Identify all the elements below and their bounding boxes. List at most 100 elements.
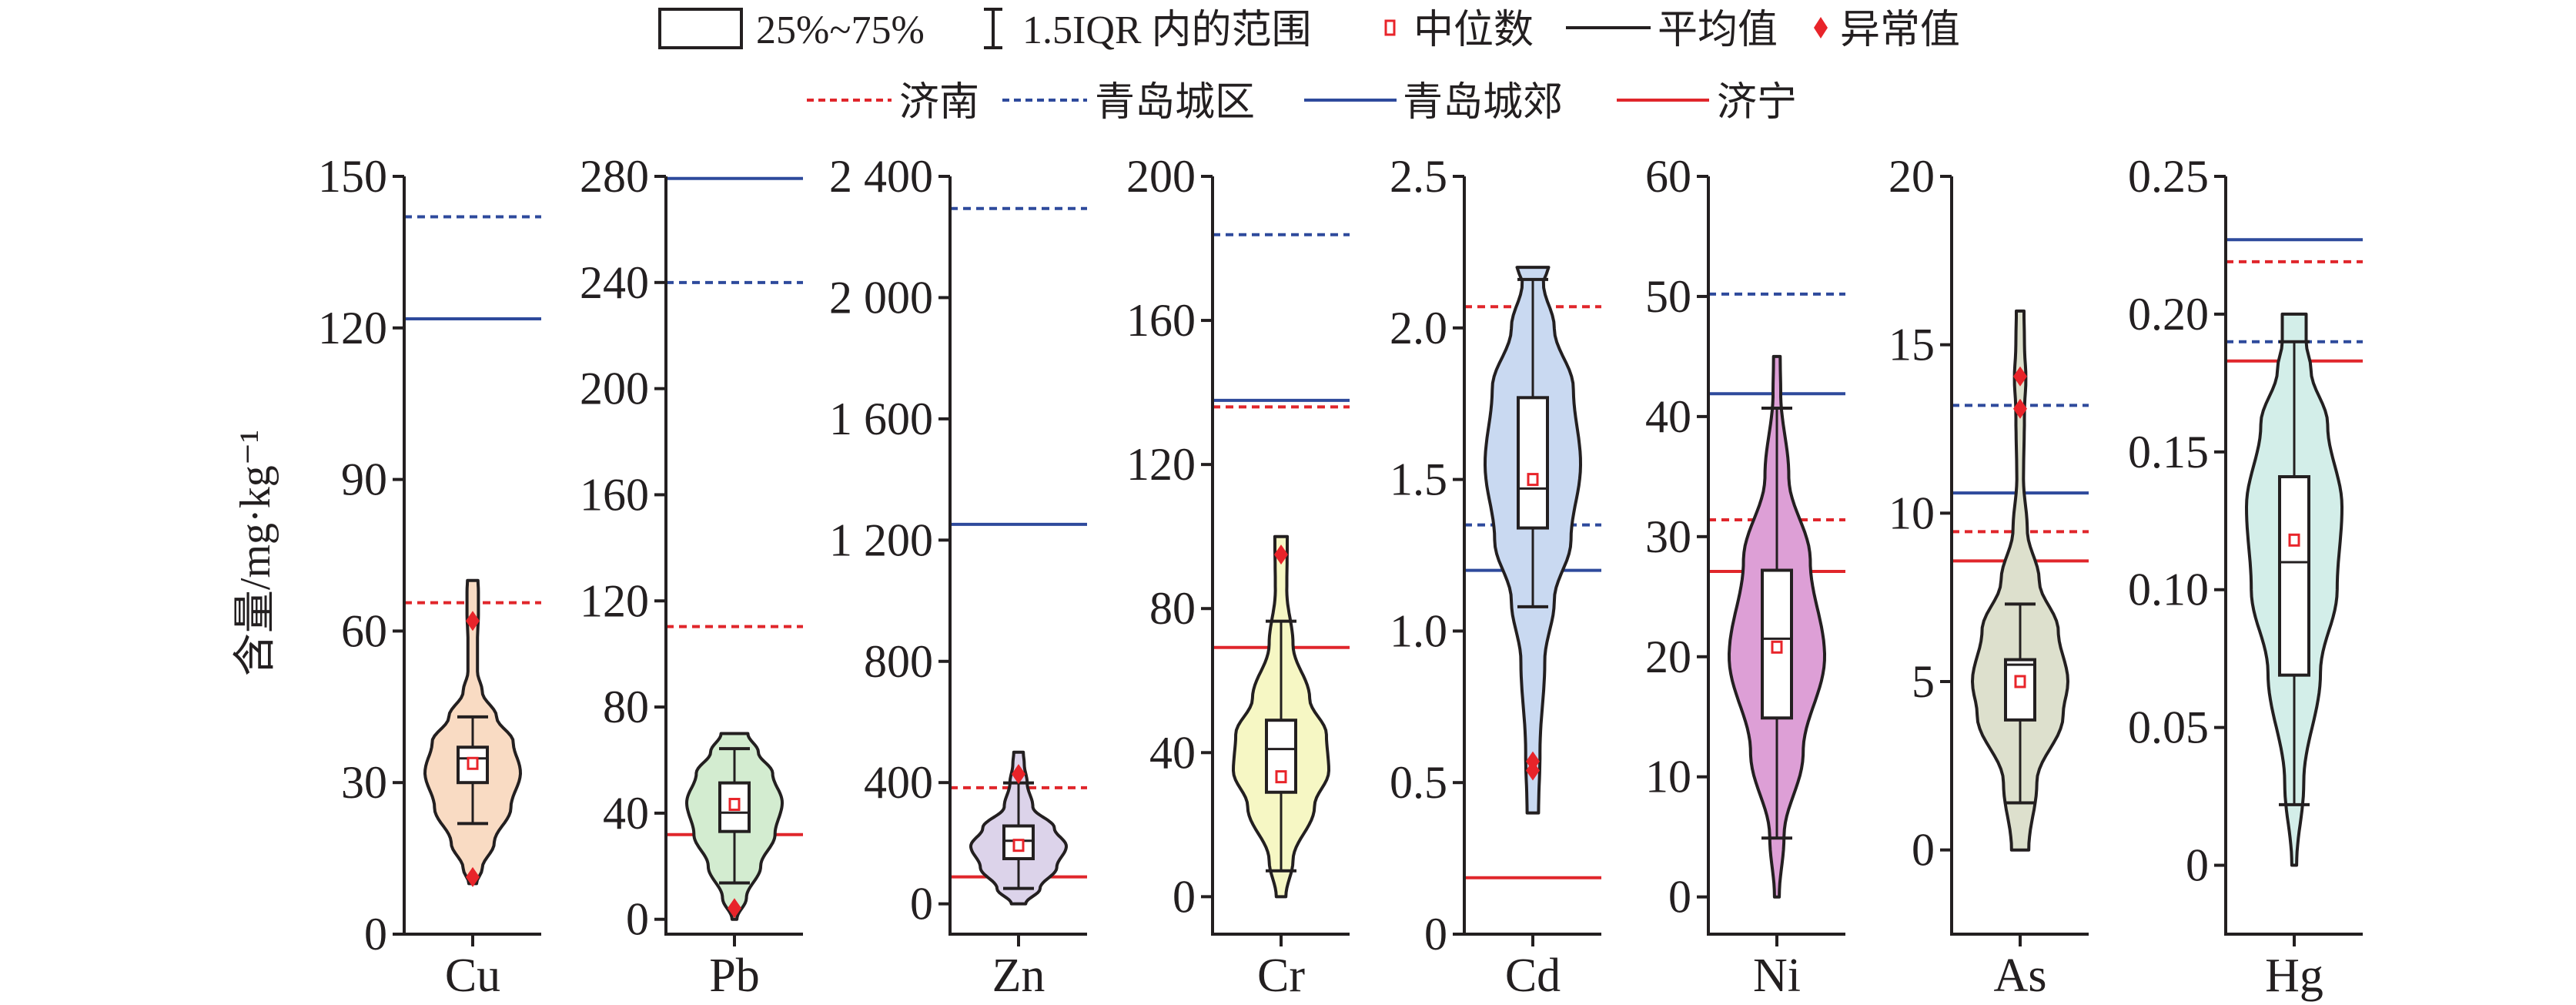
y-tick-label: 240 (580, 257, 649, 308)
y-tick-label: 40 (1645, 391, 1691, 442)
legend-row-1: 25%~75% 1.5IQR 内的范围 中位数 平均值 异常值 (658, 8, 1960, 52)
y-tick-label: 30 (341, 757, 387, 808)
y-tick-label: 0.05 (2128, 702, 2209, 753)
outlier-diamond (466, 611, 480, 631)
legend-row-2: 济南 青岛城区 青岛城郊 济宁 (807, 81, 1797, 125)
legend-box-swatch (658, 8, 743, 49)
y-tick-label: 15 (1889, 320, 1935, 370)
iqr-box (2004, 658, 2036, 722)
y-tick-label: 160 (580, 469, 649, 520)
y-tick-label: 20 (1889, 151, 1935, 202)
y-tick-label: 2 400 (829, 151, 933, 202)
mean-marker (728, 798, 741, 812)
panel-hg: 0 0.05 0.10 0.15 0.20 0.25 Hg (2128, 151, 2363, 1002)
y-tick-label: 400 (864, 757, 933, 808)
y-tick-label: 2.5 (1390, 151, 1447, 202)
y-tick-label: 60 (341, 605, 387, 656)
y-tick-label: 90 (341, 454, 387, 505)
outlier-diamond (2013, 366, 2027, 387)
y-tick-label: 0 (1668, 872, 1691, 923)
violin-as (1971, 309, 2069, 852)
y-tick-label: 0 (364, 909, 387, 960)
outlier-diamond (1012, 764, 1025, 785)
legend-outlier-label: 异常值 (1840, 8, 1960, 52)
y-tick-label: 1 200 (829, 514, 933, 565)
panel-zn: 0 400 800 1 200 1 600 2 000 2 400 Zn (829, 151, 1087, 1002)
y-tick-label: 2.0 (1390, 303, 1447, 353)
y-tick-label: 40 (1149, 727, 1196, 778)
y-tick-label: 40 (603, 788, 649, 839)
panel-ni: 0 10 20 30 40 50 60 Ni (1645, 151, 1845, 1002)
outlier-diamond (728, 898, 741, 919)
outlier-diamond (466, 866, 480, 887)
y-tick-label: 0.5 (1390, 757, 1447, 808)
y-tick-label: 5 (1912, 656, 1935, 707)
panel-cu: 0 30 60 90 120 150 Cu (318, 151, 541, 1002)
y-tick-label: 0 (1424, 909, 1447, 960)
y-tick-label: 120 (1126, 439, 1196, 490)
mean-marker (1771, 640, 1783, 654)
y-tick-label: 0 (1912, 825, 1935, 876)
y-tick-label: 200 (580, 363, 649, 414)
legend-qingdao-suburb-label: 青岛城郊 (1403, 81, 1563, 125)
x-category-label: Ni (1753, 950, 1801, 1002)
x-category-label: Cr (1257, 950, 1305, 1002)
legend-qingdao-urban-label: 青岛城区 (1095, 81, 1255, 125)
panel-cr: 0 40 80 120 160 200 Cr (1126, 151, 1350, 1002)
x-category-label: Cd (1505, 950, 1561, 1002)
iqr-box (718, 781, 751, 833)
legend-jining-label: 济宁 (1717, 81, 1797, 125)
mean-marker (467, 756, 479, 770)
y-tick-label: 120 (580, 575, 649, 626)
y-axis-label: 含量/mg·kg⁻¹ (232, 430, 279, 676)
x-category-label: Zn (992, 950, 1045, 1002)
panel-as: 0 5 10 15 20 As (1889, 151, 2089, 1002)
y-tick-label: 60 (1645, 151, 1691, 202)
y-tick-label: 0 (1173, 871, 1196, 922)
y-tick-label: 1 600 (829, 394, 933, 444)
y-tick-label: 0.25 (2128, 151, 2209, 202)
legend-jinan-label: 济南 (899, 81, 979, 125)
x-category-label: Hg (2265, 950, 2323, 1002)
mean-marker (1527, 473, 1539, 487)
panels: 0306090120150Cu04080120160200240280Pb040… (318, 151, 2363, 1002)
mean-marker (2014, 675, 2026, 688)
mean-marker (2288, 533, 2300, 547)
legend-median-label: 中位数 (1413, 8, 1534, 52)
iqr-box (1517, 396, 1549, 530)
y-tick-label: 80 (1149, 583, 1196, 634)
y-tick-label: 1.5 (1390, 454, 1447, 505)
legend-outlier-diamond-icon (1814, 17, 1828, 39)
iqr-box (2278, 475, 2310, 677)
x-category-label: As (1994, 950, 2047, 1002)
y-tick-label: 0.10 (2128, 564, 2209, 615)
y-tick-label: 160 (1126, 295, 1196, 346)
outlier-diamond (1274, 544, 1288, 565)
legend-box-label: 25%~75% (756, 8, 925, 52)
y-tick-label: 10 (1889, 487, 1935, 538)
y-tick-label: 80 (603, 682, 649, 732)
y-tick-label: 20 (1645, 631, 1691, 682)
y-tick-label: 1.0 (1390, 605, 1447, 656)
panel-cd: 0 0.5 1.0 1.5 2.0 2.5 Cd (1390, 151, 1601, 1002)
y-tick-label: 2 000 (829, 272, 933, 323)
y-tick-label: 150 (318, 151, 387, 202)
y-tick-label: 0 (626, 894, 649, 945)
outlier-diamond (2013, 398, 2027, 419)
legend-median-icon (1384, 19, 1396, 36)
y-tick-label: 280 (580, 151, 649, 202)
y-tick-label: 10 (1645, 752, 1691, 802)
y-tick-label: 50 (1645, 271, 1691, 322)
mean-marker (1275, 770, 1287, 784)
x-category-label: Pb (709, 950, 759, 1002)
y-tick-label: 800 (864, 636, 933, 687)
y-tick-label: 0.15 (2128, 427, 2209, 477)
legend-whisker-label: 1.5IQR 内的范围 (1022, 8, 1312, 52)
y-tick-label: 120 (318, 303, 387, 353)
panel-pb: 0 40 80 120 160 200 240 280 Pb (580, 151, 803, 1002)
legend-whisker-icon (984, 8, 1002, 49)
y-tick-label: 0 (2186, 840, 2209, 891)
y-tick-label: 0.20 (2128, 289, 2209, 340)
y-tick-label: 0 (910, 879, 933, 930)
